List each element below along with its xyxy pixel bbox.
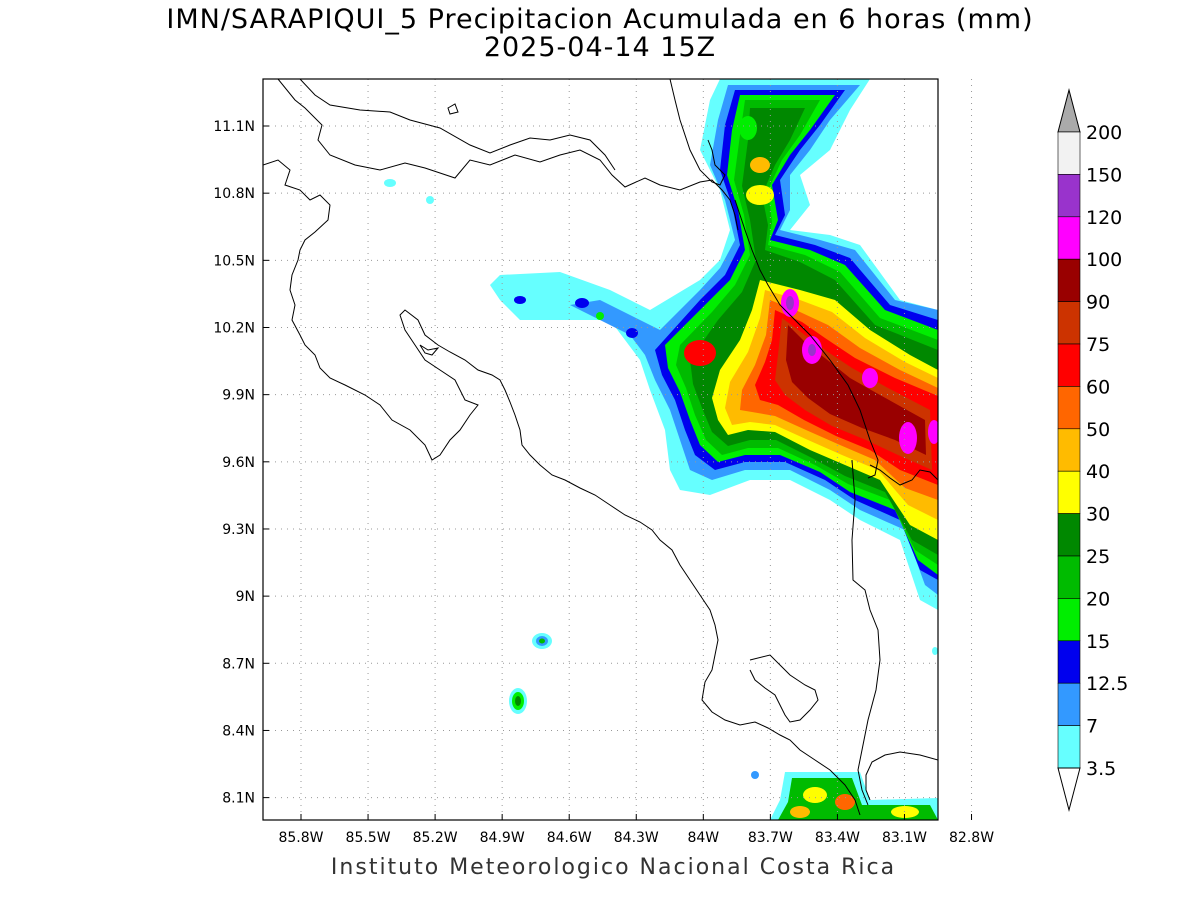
colorbar-level-label: 12.5 bbox=[1086, 673, 1128, 695]
colorbar-swatch bbox=[1057, 470, 1081, 514]
precip-cell-isolated-a bbox=[384, 179, 396, 187]
lon-tick-label: 83.7W bbox=[748, 830, 793, 846]
lat-tick-label: 8.4N bbox=[222, 723, 255, 739]
colorbar-level-label: 3.5 bbox=[1086, 758, 1116, 780]
colorbar: 200 150 120 100 90 75 60 50 40 30 25 20 15 12.5 7 3.5 bbox=[1057, 88, 1128, 812]
precip-cell-120-e bbox=[928, 420, 938, 444]
colorbar-swatch bbox=[1057, 682, 1081, 726]
lake-nicaragua bbox=[299, 79, 616, 171]
colorbar-level-label: 120 bbox=[1086, 207, 1122, 229]
precip-cell-west-c bbox=[596, 312, 604, 320]
colorbar-level-label: 50 bbox=[1086, 419, 1110, 441]
precip-cell-60-a bbox=[684, 340, 716, 366]
north-island bbox=[447, 103, 459, 115]
precip-cell-150-b bbox=[808, 344, 816, 356]
colorbar-swatch bbox=[1057, 725, 1081, 769]
lat-tick-label: 9N bbox=[236, 589, 255, 605]
colorbar-bottom-arrow bbox=[1057, 767, 1081, 812]
map-title: IMN/SARAPIQUI_5 Precipitacion Acumulada … bbox=[166, 4, 1034, 35]
bocas-coast bbox=[869, 464, 938, 486]
colorbar-level-label: 200 bbox=[1086, 122, 1122, 144]
precip-cell-isolated-e bbox=[751, 771, 759, 779]
colorbar-swatch bbox=[1057, 174, 1081, 218]
osa-peninsula bbox=[749, 654, 819, 723]
panama-border bbox=[734, 199, 879, 479]
panama-coast-se bbox=[865, 751, 938, 801]
precip-cell-west-a bbox=[514, 296, 526, 304]
lon-tick-label: 84.6W bbox=[547, 830, 592, 846]
nicoya-island bbox=[419, 344, 440, 356]
precip-cell-south-d bbox=[790, 806, 810, 818]
precip-cell-isolated-c3 bbox=[539, 638, 545, 644]
colorbar-swatch bbox=[1057, 513, 1081, 557]
colorbar-level-label: 40 bbox=[1086, 461, 1110, 483]
lon-tick-label: 85.5W bbox=[346, 830, 391, 846]
precip-cell-isolated-d3 bbox=[515, 696, 521, 706]
colorbar-level-label: 90 bbox=[1086, 292, 1110, 314]
lat-tick-label: 8.1N bbox=[222, 791, 255, 807]
precip-cell-120-d bbox=[899, 422, 917, 454]
colorbar-top-arrow bbox=[1057, 88, 1081, 133]
lon-tick-label: 84W bbox=[687, 830, 719, 846]
colorbar-swatch bbox=[1057, 301, 1081, 345]
colorbar-level-label: 75 bbox=[1086, 334, 1110, 356]
lat-tick-label: 9.3N bbox=[222, 522, 255, 538]
caribbean-coast bbox=[669, 79, 726, 186]
lat-tick-label: 11.1N bbox=[213, 119, 255, 135]
precip-cell-north-c bbox=[739, 116, 757, 140]
colorbar-level-label: 100 bbox=[1086, 249, 1122, 271]
colorbar-level-label: 15 bbox=[1086, 631, 1110, 653]
colorbar-level-label: 30 bbox=[1086, 504, 1110, 526]
precip-cell-20-north-b bbox=[750, 157, 770, 173]
colorbar-level-label: 7 bbox=[1086, 716, 1098, 738]
colorbar-swatch bbox=[1057, 258, 1081, 302]
colorbar-swatch bbox=[1057, 555, 1081, 599]
precip-band-90 bbox=[786, 325, 926, 455]
lat-tick-label: 10.2N bbox=[213, 320, 255, 336]
latitude-axis: 11.1N 10.8N 10.5N 10.2N 9.9N 9.6N 9.3N 9N 8.7N 8.… bbox=[213, 119, 269, 807]
coastlines bbox=[263, 79, 938, 816]
lat-tick-label: 10.8N bbox=[213, 186, 255, 202]
longitude-axis: 85.8W 85.5W 85.2W 84.9W 84.6W 84.3W 84W 83.7W 83… bbox=[278, 814, 994, 846]
lon-tick-label: 84.9W bbox=[480, 830, 525, 846]
colorbar-swatch bbox=[1057, 343, 1081, 387]
lon-tick-label: 85.8W bbox=[278, 830, 323, 846]
precipitation-field bbox=[384, 79, 938, 820]
precip-cell-west-b bbox=[575, 298, 589, 308]
precip-cell-west-d bbox=[626, 328, 638, 338]
precip-cell-south-a bbox=[803, 787, 827, 803]
precip-cell-120-c bbox=[862, 368, 878, 388]
footer-credit: Instituto Meteorologico Nacional Costa R… bbox=[330, 855, 897, 880]
colorbar-level-label: 60 bbox=[1086, 376, 1110, 398]
precip-cell-isolated-b bbox=[426, 196, 434, 204]
lat-tick-label: 9.9N bbox=[222, 388, 255, 404]
lon-tick-label: 84.3W bbox=[614, 830, 659, 846]
precip-cell-isolated-f bbox=[932, 647, 938, 655]
lat-tick-label: 9.6N bbox=[222, 455, 255, 471]
colorbar-level-label: 25 bbox=[1086, 546, 1110, 568]
lat-tick-label: 10.5N bbox=[213, 253, 255, 269]
lon-tick-label: 83.1W bbox=[882, 830, 927, 846]
colorbar-level-label: 20 bbox=[1086, 588, 1110, 610]
colorbar-swatch bbox=[1057, 131, 1081, 175]
precip-cell-south-c bbox=[891, 806, 919, 818]
plot-frame bbox=[262, 78, 939, 821]
south-border bbox=[851, 459, 881, 806]
colorbar-swatch bbox=[1057, 428, 1081, 472]
colorbar-swatch bbox=[1057, 216, 1081, 260]
precip-cell-20-north bbox=[746, 185, 774, 205]
colorbar-swatch bbox=[1057, 386, 1081, 430]
precip-cell-150-a bbox=[786, 296, 794, 310]
colorbar-level-label: 150 bbox=[1086, 164, 1122, 186]
nicaragua-coast bbox=[277, 79, 739, 231]
colorbar-swatch bbox=[1057, 598, 1081, 642]
colorbar-swatch bbox=[1057, 640, 1081, 684]
map-subtitle: 2025-04-14 15Z bbox=[483, 32, 717, 63]
lon-tick-label: 82.8W bbox=[949, 830, 994, 846]
nw-coast bbox=[263, 159, 861, 816]
lon-tick-label: 85.2W bbox=[413, 830, 458, 846]
lon-tick-label: 83.4W bbox=[815, 830, 860, 846]
lat-tick-label: 8.7N bbox=[222, 656, 255, 672]
